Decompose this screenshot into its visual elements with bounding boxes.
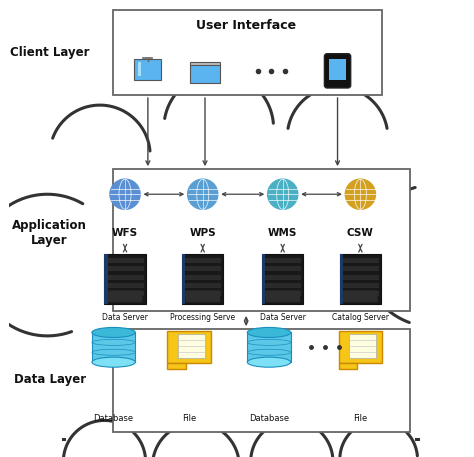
FancyBboxPatch shape: [104, 254, 108, 304]
FancyBboxPatch shape: [184, 275, 221, 280]
Text: CSW: CSW: [347, 228, 374, 238]
Text: Client Layer: Client Layer: [10, 46, 90, 59]
Text: Data Layer: Data Layer: [14, 373, 86, 386]
FancyBboxPatch shape: [113, 169, 410, 311]
FancyBboxPatch shape: [107, 258, 144, 263]
FancyBboxPatch shape: [113, 329, 410, 432]
FancyBboxPatch shape: [265, 291, 300, 303]
Circle shape: [110, 179, 140, 209]
Text: File: File: [353, 414, 367, 423]
Ellipse shape: [247, 328, 291, 338]
FancyBboxPatch shape: [343, 291, 378, 303]
FancyBboxPatch shape: [342, 275, 379, 280]
FancyBboxPatch shape: [342, 283, 379, 288]
FancyBboxPatch shape: [178, 334, 205, 358]
FancyBboxPatch shape: [107, 266, 144, 271]
FancyBboxPatch shape: [349, 334, 376, 358]
FancyBboxPatch shape: [134, 59, 162, 80]
FancyBboxPatch shape: [182, 254, 185, 304]
FancyBboxPatch shape: [340, 254, 381, 304]
FancyBboxPatch shape: [184, 266, 221, 271]
FancyBboxPatch shape: [92, 333, 135, 362]
FancyBboxPatch shape: [190, 64, 220, 83]
FancyBboxPatch shape: [167, 331, 211, 363]
FancyBboxPatch shape: [262, 254, 303, 304]
FancyBboxPatch shape: [113, 10, 383, 95]
Text: Data Server: Data Server: [260, 313, 306, 322]
Text: WMS: WMS: [268, 228, 297, 238]
FancyBboxPatch shape: [190, 62, 220, 65]
Circle shape: [345, 179, 375, 209]
FancyBboxPatch shape: [339, 331, 382, 363]
Circle shape: [188, 179, 218, 209]
FancyBboxPatch shape: [107, 275, 144, 280]
FancyBboxPatch shape: [340, 254, 343, 304]
FancyBboxPatch shape: [184, 258, 221, 263]
FancyBboxPatch shape: [329, 59, 346, 80]
Ellipse shape: [92, 357, 135, 367]
FancyBboxPatch shape: [104, 254, 146, 304]
Text: Database: Database: [93, 414, 134, 423]
Text: Processing Serve: Processing Serve: [170, 313, 235, 322]
Text: WPS: WPS: [190, 228, 216, 238]
FancyBboxPatch shape: [264, 266, 301, 271]
FancyBboxPatch shape: [342, 266, 379, 271]
FancyBboxPatch shape: [107, 292, 144, 297]
Circle shape: [268, 179, 298, 209]
Ellipse shape: [92, 328, 135, 338]
Text: File: File: [182, 414, 196, 423]
FancyBboxPatch shape: [342, 292, 379, 297]
Text: Database: Database: [249, 414, 289, 423]
Text: Application
Layer: Application Layer: [12, 219, 87, 247]
Polygon shape: [45, 73, 434, 425]
FancyBboxPatch shape: [262, 254, 265, 304]
FancyBboxPatch shape: [184, 283, 221, 288]
FancyBboxPatch shape: [247, 333, 291, 362]
Text: Catalog Server: Catalog Server: [332, 313, 389, 322]
FancyBboxPatch shape: [339, 363, 357, 369]
FancyBboxPatch shape: [264, 292, 301, 297]
FancyBboxPatch shape: [167, 363, 185, 369]
Text: WFS: WFS: [112, 228, 138, 238]
Ellipse shape: [247, 357, 291, 367]
FancyBboxPatch shape: [107, 283, 144, 288]
Text: Data Server: Data Server: [102, 313, 148, 322]
Text: User Interface: User Interface: [196, 19, 296, 32]
FancyBboxPatch shape: [264, 275, 301, 280]
FancyBboxPatch shape: [264, 258, 301, 263]
FancyBboxPatch shape: [108, 291, 142, 303]
FancyBboxPatch shape: [185, 291, 220, 303]
FancyBboxPatch shape: [182, 254, 223, 304]
FancyBboxPatch shape: [138, 62, 141, 76]
FancyBboxPatch shape: [324, 54, 351, 88]
FancyBboxPatch shape: [184, 292, 221, 297]
FancyBboxPatch shape: [342, 258, 379, 263]
FancyBboxPatch shape: [264, 283, 301, 288]
